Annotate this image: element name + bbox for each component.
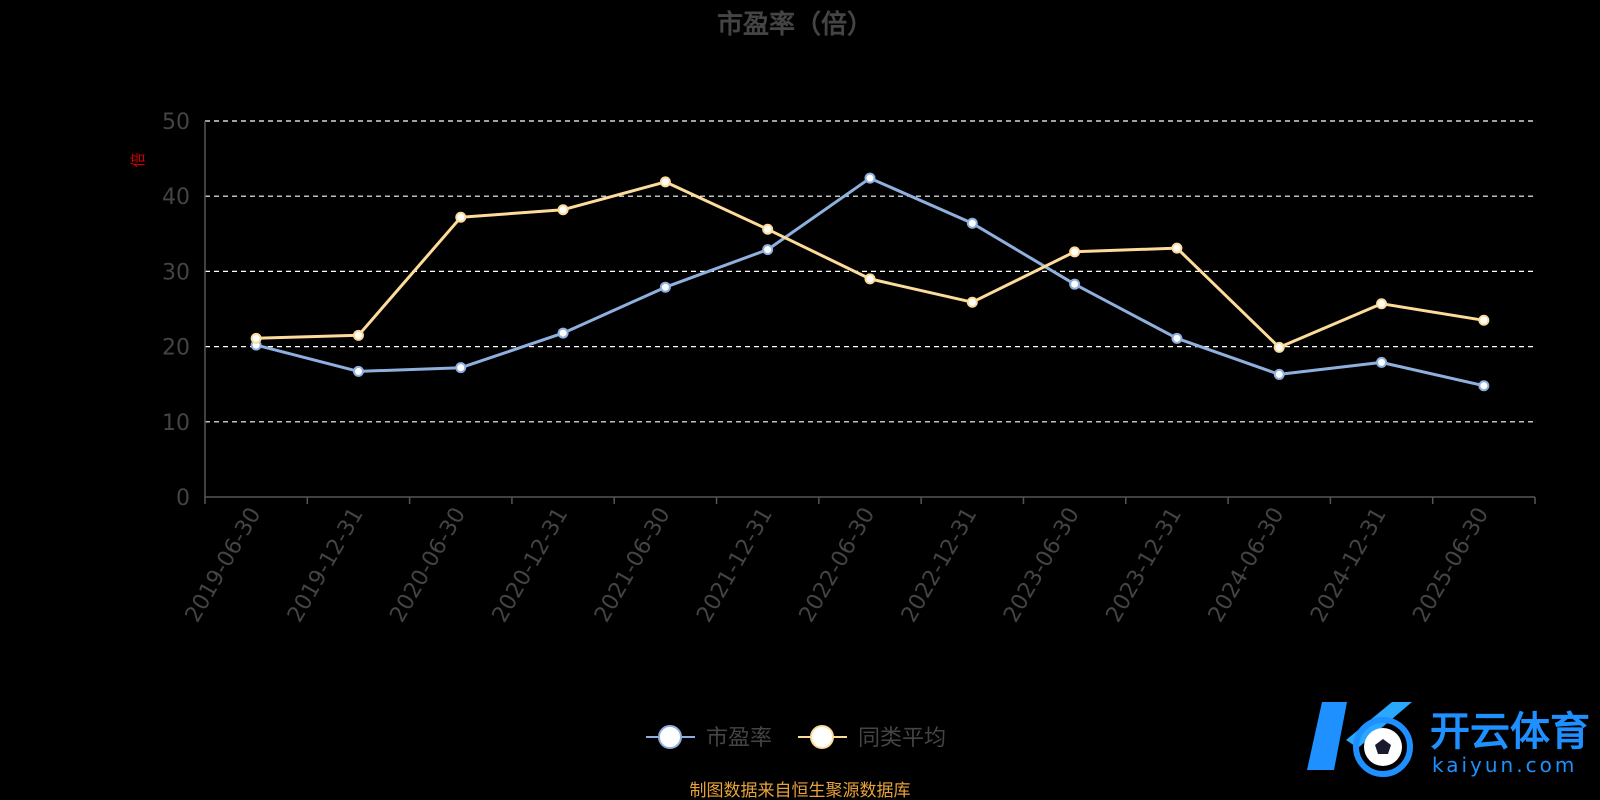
legend-marker-pe (658, 725, 682, 749)
source-note: 制图数据来自恒生聚源数据库 (690, 781, 911, 800)
data-point (250, 332, 262, 344)
data-point (1171, 242, 1183, 254)
data-point (1376, 298, 1388, 310)
data-point (1171, 332, 1183, 344)
x-tick-label: 2020-06-30 (385, 504, 471, 627)
data-point (1273, 341, 1285, 353)
data-point (1478, 380, 1490, 392)
ball-pentagon (1375, 739, 1391, 754)
data-point (659, 176, 671, 188)
data-point (659, 281, 671, 293)
legend-label-peer-avg: 同类平均 (858, 726, 946, 751)
series-pe (250, 172, 1490, 392)
data-point (966, 217, 978, 229)
logo-domain-text: kaiyun.com (1432, 753, 1577, 777)
x-tick-label: 2019-06-30 (181, 504, 267, 627)
legend[interactable]: 市盈率 同类平均 (646, 725, 946, 751)
x-tick-label: 2022-12-31 (897, 503, 983, 626)
series-lines (250, 172, 1490, 392)
grid-lines (205, 120, 1535, 423)
data-point (966, 296, 978, 308)
data-point (1478, 314, 1490, 326)
data-point (352, 329, 364, 341)
data-point (762, 244, 774, 256)
logo-brand-text: 开云体育 (1430, 709, 1590, 755)
x-tick-label: 2021-06-30 (590, 504, 676, 627)
x-tick-label: 2023-12-31 (1102, 504, 1188, 627)
series-line (256, 180, 1485, 349)
y-tick-label: 20 (162, 336, 190, 361)
data-point (1069, 246, 1081, 258)
watermark-logo: 开云体育 kaiyun.com (1307, 702, 1590, 777)
data-point (864, 172, 876, 184)
data-point (557, 204, 569, 216)
data-point (1376, 356, 1388, 368)
y-tick-label: 50 (162, 110, 190, 135)
logo-k-stem (1307, 702, 1347, 770)
legend-label-pe: 市盈率 (706, 726, 772, 751)
x-tick-label: 2024-06-30 (1204, 504, 1290, 627)
x-tick-label: 2020-12-31 (488, 504, 574, 627)
data-point (557, 327, 569, 339)
data-point (1069, 278, 1081, 290)
y-tick-label: 30 (162, 260, 190, 285)
x-tick-label: 2023-06-30 (999, 504, 1085, 627)
legend-item-pe[interactable]: 市盈率 (646, 725, 772, 751)
legend-marker-peer-avg (810, 725, 834, 749)
logo-k-arm (1346, 702, 1412, 748)
data-point (455, 362, 467, 374)
chart-title: 市盈率（倍） (717, 9, 873, 40)
x-tick-label: 2019-12-31 (283, 504, 369, 627)
x-tick-label: 2025-06-30 (1408, 504, 1494, 627)
data-point (352, 365, 364, 377)
y-tick-label: 10 (162, 411, 190, 436)
x-tick-label: 2024-12-31 (1306, 504, 1392, 627)
y-tick-label: 40 (162, 185, 190, 210)
legend-item-peer-avg[interactable]: 同类平均 (798, 725, 946, 751)
data-point (864, 273, 876, 285)
data-point (762, 223, 774, 235)
logo-ring (1353, 717, 1413, 777)
x-tick-label: 2021-12-31 (692, 504, 778, 627)
data-point (455, 211, 467, 223)
x-tick-label: 2022-06-30 (795, 504, 881, 627)
y-axis-label: 倍 (129, 152, 147, 167)
data-point (1273, 368, 1285, 380)
series-peer-avg (250, 176, 1490, 353)
y-tick-label: 0 (176, 486, 190, 511)
